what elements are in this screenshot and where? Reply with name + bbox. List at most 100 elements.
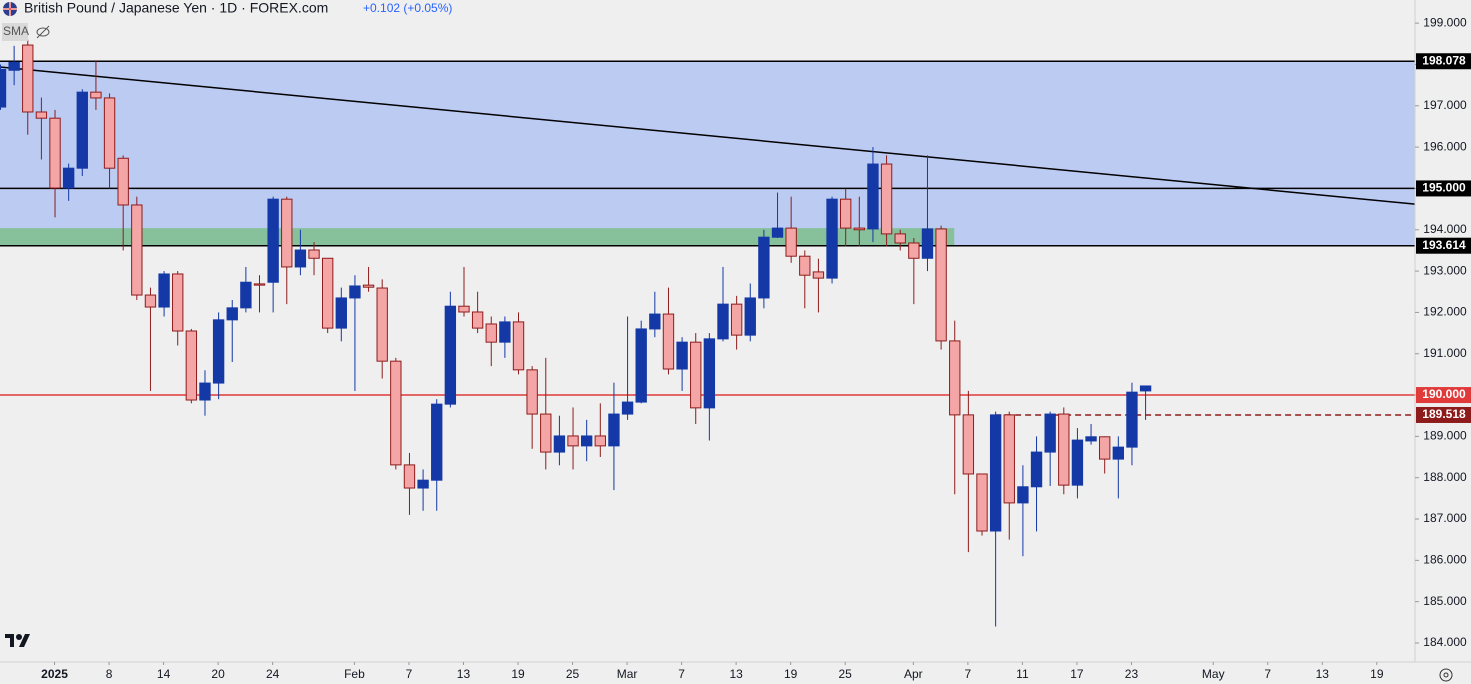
candle-body (308, 249, 320, 259)
candle-body (894, 233, 906, 244)
candle-body (1003, 414, 1015, 504)
candle-body (717, 303, 729, 340)
candle-body (567, 435, 579, 447)
candle-body (703, 338, 716, 409)
candle-body (840, 198, 852, 229)
x-tick-label: 11 (1016, 667, 1029, 681)
candle-body (540, 413, 552, 453)
y-tick-label: 199.000 (1423, 15, 1467, 29)
y-tick-label: 188.000 (1423, 470, 1467, 484)
candle-body (144, 294, 157, 308)
x-tick-label: 20 (211, 667, 225, 681)
x-tick-label: 8 (106, 667, 113, 681)
settings-icon[interactable] (1439, 668, 1453, 682)
y-tick-label: 187.000 (1423, 511, 1467, 525)
candle-body (676, 341, 688, 370)
y-tick-label: 186.000 (1423, 553, 1467, 567)
candle-body (880, 163, 893, 235)
candle-body (908, 242, 920, 259)
x-tick-label: 25 (566, 667, 580, 681)
candle-body (1085, 436, 1097, 442)
candle-body (376, 287, 388, 362)
candle-body (1017, 486, 1029, 504)
candle-body (594, 435, 606, 447)
candle-body (649, 313, 661, 330)
candle-body (771, 227, 784, 238)
indicator-label[interactable]: SMA (3, 24, 29, 38)
price-tag (1416, 387, 1471, 404)
indicator-chip[interactable] (2, 23, 28, 41)
candle-body (935, 228, 947, 342)
candle-body (22, 44, 34, 113)
y-tick-label: 196.000 (1423, 139, 1467, 153)
price-tag (1416, 237, 1471, 254)
candle-body (8, 61, 20, 71)
price-tag-label: 189.518 (1422, 407, 1466, 421)
candle-body (785, 227, 797, 257)
candle-body (390, 360, 402, 466)
price-tag (1416, 180, 1471, 197)
candle-body (799, 255, 811, 276)
tradingview-logo (5, 634, 30, 647)
x-tick-label: 24 (266, 667, 280, 681)
candle-body (35, 111, 48, 119)
x-tick-label: Apr (904, 667, 923, 681)
y-tick-label: 191.000 (1423, 346, 1467, 360)
x-tick-label: 19 (511, 667, 525, 681)
candle-body (826, 198, 838, 279)
candle-body (512, 321, 525, 371)
candle-body (553, 435, 566, 453)
price-change: +0.102 (+0.05%) (363, 1, 452, 15)
candle-body (690, 341, 702, 409)
candle-body (853, 227, 865, 231)
candle-body (1044, 413, 1056, 453)
candle-body (403, 464, 416, 489)
candle-body (949, 340, 961, 416)
candle-body (867, 163, 879, 230)
candle-body (1126, 391, 1138, 448)
x-tick-label: 2025 (41, 667, 68, 681)
y-tick-label: 192.000 (1423, 305, 1467, 319)
candle-body (1058, 413, 1070, 486)
x-tick-label: 7 (1264, 667, 1271, 681)
candle-body (458, 305, 470, 313)
candle-body (0, 68, 7, 108)
price-tag-label: 198.078 (1422, 53, 1466, 67)
candle-body (1071, 439, 1084, 486)
candle-body (730, 303, 743, 336)
price-tag-label: 193.614 (1422, 238, 1466, 252)
candle-body (281, 198, 293, 268)
y-tick-label: 193.000 (1423, 263, 1467, 277)
candle-body (199, 382, 211, 401)
x-tick-label: 19 (784, 667, 798, 681)
x-tick-label: May (1202, 667, 1225, 681)
price-tag (1416, 406, 1471, 423)
symbol-icon (3, 2, 17, 16)
candle-body (49, 117, 61, 189)
candle-body (471, 311, 484, 329)
plot-area (0, 39, 1416, 627)
candle-body (294, 249, 307, 268)
visibility-icon[interactable] (36, 25, 50, 39)
candle-body (621, 401, 634, 415)
trendline (0, 66, 1416, 205)
candle-body (526, 369, 538, 415)
candle-body (267, 198, 279, 283)
price-tag-label: 195.000 (1422, 181, 1466, 195)
candle-body (321, 257, 334, 329)
candle-body (1099, 436, 1111, 460)
chart-title: British Pound / Japanese Yen · 1D · FORE… (24, 0, 328, 16)
candle-body (335, 297, 347, 329)
price-tag-label: 190.000 (1422, 387, 1466, 401)
candle-body (444, 305, 457, 405)
y-tick-label: 194.000 (1423, 222, 1467, 236)
candle-body (76, 91, 88, 169)
x-tick-label: 13 (457, 667, 471, 681)
x-tick-label: 17 (1070, 667, 1084, 681)
candle-body (362, 284, 375, 288)
candle-body (962, 414, 975, 475)
x-tick-label: 7 (678, 667, 685, 681)
candle-body (172, 273, 184, 332)
candle-body (921, 228, 934, 259)
